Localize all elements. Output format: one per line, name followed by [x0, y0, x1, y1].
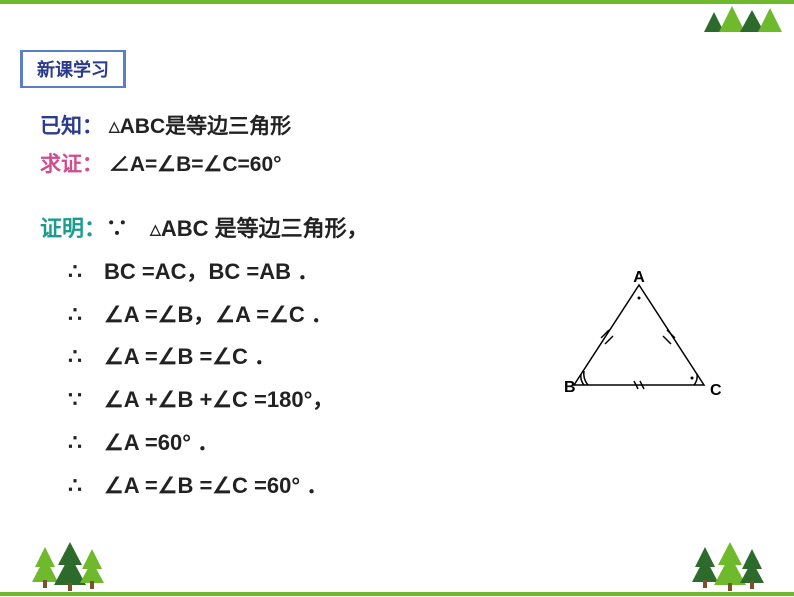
vertex-b-label: B [564, 379, 576, 396]
given-line: 已知： △△ABC是等边三角形ABC是等边三角形 [40, 110, 754, 140]
top-border [0, 0, 794, 4]
vertex-a-label: A [633, 270, 645, 286]
given-text: △△ABC是等边三角形ABC是等边三角形 [109, 115, 291, 138]
bottom-decor-trees [0, 537, 794, 592]
proof-line-5: ∴ ∠A =60° ． [40, 428, 754, 459]
proof-line-0: 证明：∵ △ABC 是等边三角形， [40, 214, 754, 245]
prove-line: 求证： ∠A=∠B=∠C=60° [40, 148, 754, 178]
vertex-c-label: C [710, 382, 722, 399]
proof-label: 证明： [40, 216, 106, 241]
given-label: 已知： [40, 115, 103, 138]
proof-text-0: ∵ △ABC 是等边三角形， [106, 216, 369, 241]
triangle-diagram: A B C [554, 270, 724, 415]
top-decor-triangles [694, 4, 784, 39]
prove-text: ∠A=∠B=∠C=60° [109, 153, 282, 176]
section-label: 新课学习 [20, 50, 126, 88]
prove-label: 求证： [40, 153, 103, 176]
bottom-border [0, 592, 794, 596]
proof-line-6: ∴ ∠A =∠B =∠C =60° ． [40, 471, 754, 502]
